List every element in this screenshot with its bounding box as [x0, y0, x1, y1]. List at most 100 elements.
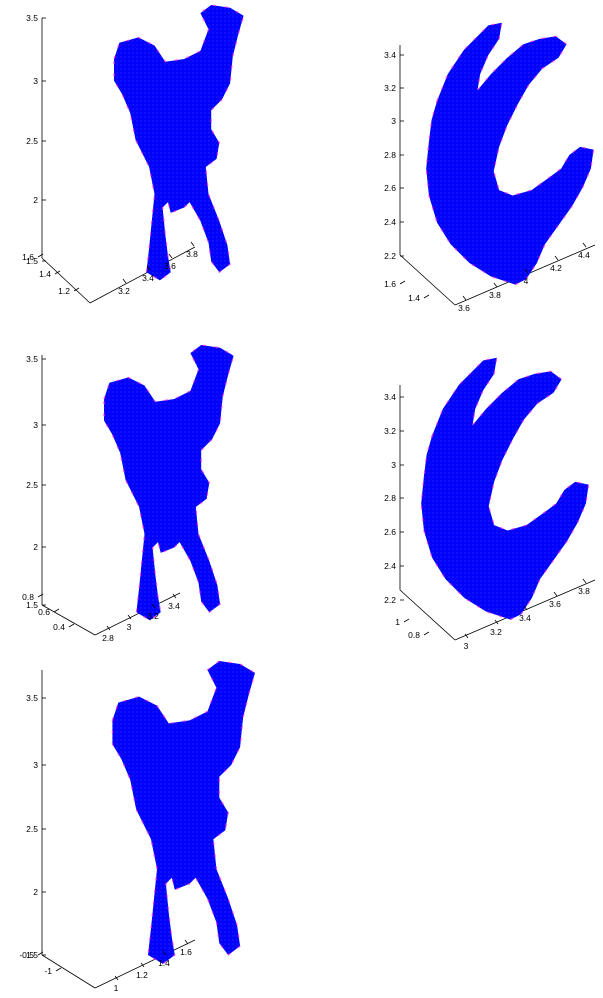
x-tick	[582, 242, 587, 248]
x-tick	[553, 591, 558, 597]
x-tick-label: 3	[127, 622, 132, 632]
x-tick	[114, 975, 119, 981]
point-cloud-series-1	[112, 661, 256, 964]
z-tick-label: 1.5	[26, 950, 38, 960]
z-tick-label: 3.5	[26, 693, 38, 703]
z-tick-label: 3.5	[26, 13, 38, 23]
z-tick-label: 2	[33, 195, 38, 205]
x-tick-label: 3.2	[147, 611, 159, 621]
y-tick	[37, 253, 44, 258]
x-tick-label: 3.4	[519, 613, 531, 623]
z-tick-label: 3	[33, 760, 38, 770]
z-tick-label: 3.5	[26, 354, 38, 364]
y-tick-label: 1	[395, 617, 400, 627]
x-axis-line	[94, 939, 196, 989]
x-tick-label: 3.4	[142, 273, 154, 283]
x-tick	[190, 241, 195, 247]
x-tick-label: 3.2	[118, 286, 130, 296]
x-tick	[162, 950, 167, 956]
plot-panel-1: 1.5 2 2.5 3 3.5 1.6 1.4 1.2 3.2 3.4 3.6 3.8	[22, 4, 245, 304]
y-tick-label: 0.8	[22, 592, 34, 602]
y-tick-label: 1.6	[22, 252, 34, 262]
x-tick-label: 3.2	[490, 627, 502, 637]
y-tick-label: -0.5	[19, 950, 34, 960]
x-tick	[554, 255, 559, 261]
x-tick-label: 1.2	[136, 970, 148, 980]
x-tick	[172, 593, 177, 599]
y-tick-label: 1.6	[384, 279, 396, 289]
y-axis-line	[399, 254, 456, 306]
z-tick-label: 2.5	[26, 824, 38, 834]
x-tick-label: 3.8	[186, 249, 198, 259]
y-tick-label: 1.2	[58, 286, 70, 296]
point-cloud-series-2	[420, 356, 590, 621]
y-axis-line	[399, 589, 456, 641]
y-tick-label: -1	[44, 966, 52, 976]
y-tick	[68, 623, 75, 628]
y-tick	[54, 270, 61, 275]
x-tick-label: 3.6	[164, 261, 176, 271]
x-axis-line	[89, 246, 196, 304]
z-tick-label: 2.2	[384, 595, 396, 605]
y-axis-line	[41, 954, 96, 989]
y-tick	[55, 967, 62, 972]
x-tick	[582, 578, 587, 584]
plot-panel-4: 2.2 2.4 2.6 2.8 3 3.2 3.4 1 0.8 3 3.2 3.4 3.6 3.8	[384, 356, 596, 651]
z-tick-label: 2	[33, 887, 38, 897]
z-tick-label: 3.2	[384, 83, 396, 93]
x-tick	[494, 619, 499, 625]
y-tick-label: 0.8	[408, 630, 420, 640]
z-tick-label: 3	[33, 420, 38, 430]
y-tick	[423, 631, 430, 636]
point-cloud-series-2	[111, 660, 256, 965]
y-tick-label: 0.6	[38, 607, 50, 617]
z-tick-label: 2.4	[384, 217, 396, 227]
y-axis-line	[41, 257, 91, 304]
plot-panel-3: 1.5 2 2.5 3 3.5 0.8 0.60.4 2.8 3 3.2 3.4	[22, 344, 235, 643]
y-tick-label: 1.4	[408, 293, 420, 303]
z-tick-label: 1.5	[26, 256, 38, 266]
x-tick-label: 1.4	[158, 958, 170, 968]
z-tick-label: 2.5	[26, 480, 38, 490]
x-tick	[106, 625, 111, 631]
x-tick-label: 3.4	[168, 601, 180, 611]
z-tick-label: 2.8	[384, 150, 396, 160]
point-cloud-series-1	[114, 5, 244, 281]
plot-panel-5: 1.5 2 2.5 3 3.5 -0.5 -1 1 1.2 1.4 1.6	[19, 660, 256, 993]
x-tick-label: 4.4	[578, 250, 590, 260]
plot-panel-2: 2.2 2.4 2.6 2.8 3 3.2 3.4 1.6 1.4 3.6 3.8 4 4.2 4.4	[384, 21, 596, 313]
x-tick	[146, 265, 151, 271]
x-tick	[127, 614, 132, 620]
x-tick-label: 3.6	[458, 303, 470, 313]
point-cloud-series-2	[425, 21, 595, 286]
x-tick	[122, 278, 127, 284]
z-tick-label: 2.6	[384, 183, 396, 193]
point-cloud-series-1	[421, 357, 589, 620]
z-tick-label: 3	[33, 76, 38, 86]
point-cloud-series-1	[426, 22, 594, 285]
z-tick-label: 3.4	[384, 392, 396, 402]
y-tick	[399, 280, 406, 285]
z-tick-label: 2.2	[384, 251, 396, 261]
x-axis-line	[94, 592, 181, 636]
x-tick-label: 3.6	[549, 599, 561, 609]
z-tick-label: 3.4	[384, 50, 396, 60]
z-tick-label: 2.8	[384, 493, 396, 503]
x-axis-line	[454, 579, 596, 641]
x-tick-label: 2.8	[102, 633, 114, 643]
z-tick-label: 3	[391, 460, 396, 470]
x-tick-label: 3	[464, 641, 469, 651]
x-tick	[168, 253, 173, 259]
y-tick	[73, 287, 80, 292]
point-cloud-series-1	[104, 345, 234, 621]
z-tick-label: 2.5	[26, 136, 38, 146]
z-tick-label: 2.4	[384, 561, 396, 571]
y-tick	[403, 618, 410, 623]
x-tick	[524, 268, 529, 274]
x-tick-label: 4	[524, 276, 529, 286]
x-tick	[462, 295, 467, 301]
x-tick-label: 1	[114, 983, 119, 993]
y-tick	[53, 608, 60, 613]
x-tick-label: 1.6	[180, 947, 192, 957]
z-tick-label: 3.2	[384, 426, 396, 436]
